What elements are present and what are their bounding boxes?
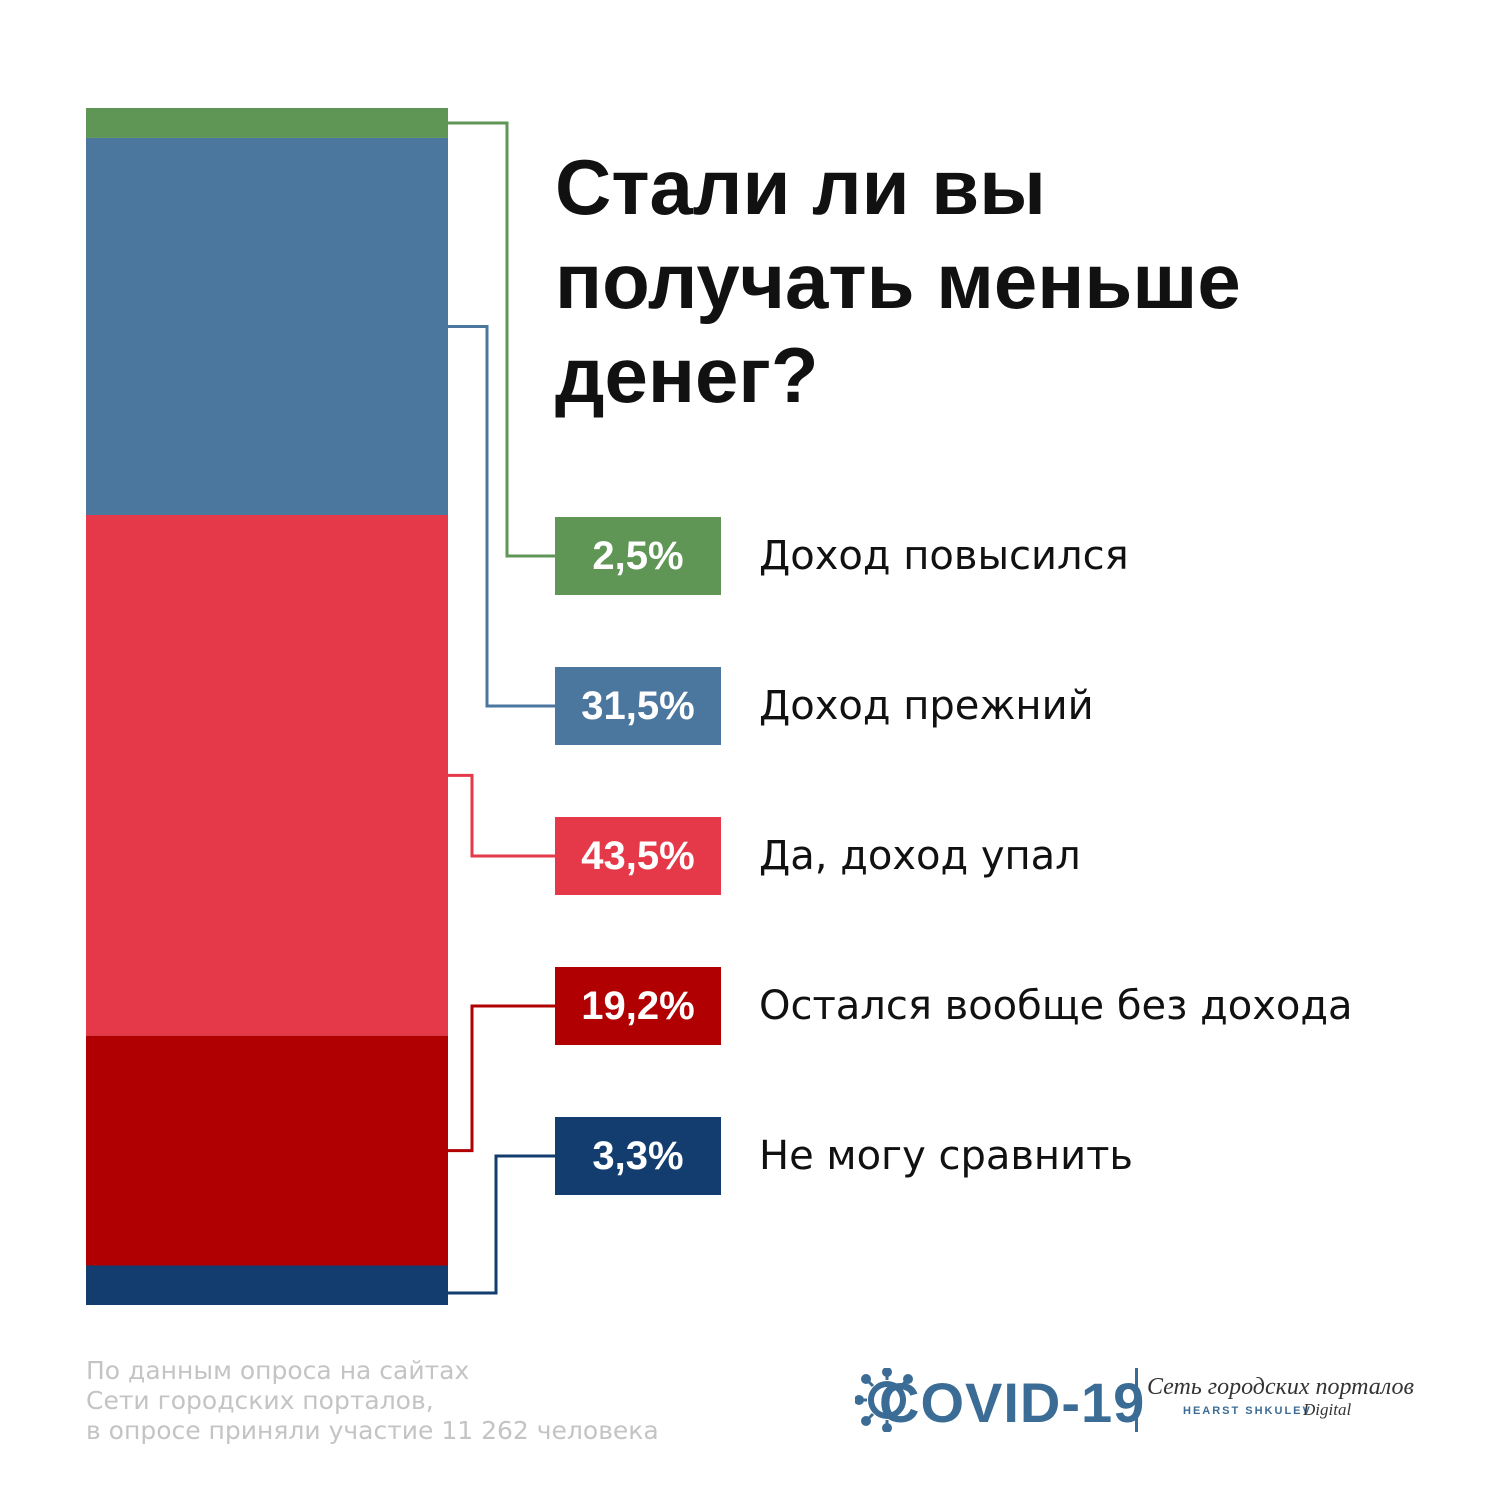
- value-badge: 19,2%: [555, 967, 721, 1045]
- source-note: По данным опроса на сайтах Сети городски…: [86, 1356, 786, 1446]
- legend-row-no-income: 19,2% Остался вообще без дохода: [555, 967, 1353, 1045]
- bar-segment-income-increased: [86, 108, 448, 138]
- connector-line-income-fell: [448, 773, 555, 858]
- bar-segment-income-fell: [86, 514, 448, 1036]
- logo-hearst-text: HEARST SHKULEV: [1183, 1405, 1312, 1417]
- value-badge: 3,3%: [555, 1117, 721, 1195]
- connector-line-income-increased: [448, 121, 555, 558]
- connector-line-income-same: [448, 324, 555, 708]
- source-line: По данным опроса на сайтах: [86, 1356, 470, 1385]
- category-label: Да, доход упал: [759, 833, 1081, 879]
- virus-icon: [855, 1368, 913, 1432]
- value-badge: 31,5%: [555, 667, 721, 745]
- category-label: Не могу сравнить: [759, 1133, 1133, 1179]
- logo-covid-text: COVID-19: [879, 1371, 1146, 1434]
- category-label: Доход прежний: [759, 683, 1094, 729]
- source-line: Сети городских порталов,: [86, 1386, 434, 1415]
- legend-row-income-increased: 2,5% Доход повысился: [555, 517, 1129, 595]
- legend-row-cannot-compare: 3,3% Не могу сравнить: [555, 1117, 1133, 1195]
- category-label: Доход повысился: [759, 533, 1129, 579]
- bar-segment-no-income: [86, 1035, 448, 1266]
- value-badge: 2,5%: [555, 517, 721, 595]
- legend-row-income-same: 31,5% Доход прежний: [555, 667, 1094, 745]
- title-line: Стали ли вы: [555, 143, 1046, 231]
- title-line: денег?: [555, 331, 819, 419]
- source-line: в опросе приняли участие 11 262 человека: [86, 1416, 659, 1445]
- category-label: Остался вообще без дохода: [759, 983, 1353, 1029]
- title-line: получать меньше: [555, 237, 1241, 325]
- bar-segment-income-same: [86, 137, 448, 515]
- connector-line-cannot-compare: [448, 1154, 555, 1295]
- logo-divider: [1135, 1368, 1138, 1432]
- legend-row-income-fell: 43,5% Да, доход упал: [555, 817, 1081, 895]
- connector-line-no-income: [448, 1004, 555, 1153]
- bar-segment-cannot-compare: [86, 1265, 448, 1305]
- logo-digital-text: Digital: [1303, 1400, 1352, 1419]
- covid-network-logo: COVID-19 Сеть городских порталов HEARST …: [855, 1360, 1415, 1440]
- logo-network-text: Сеть городских порталов: [1147, 1374, 1414, 1400]
- value-badge: 43,5%: [555, 817, 721, 895]
- chart-title: Стали ли вы получать меньше денег?: [555, 140, 1375, 422]
